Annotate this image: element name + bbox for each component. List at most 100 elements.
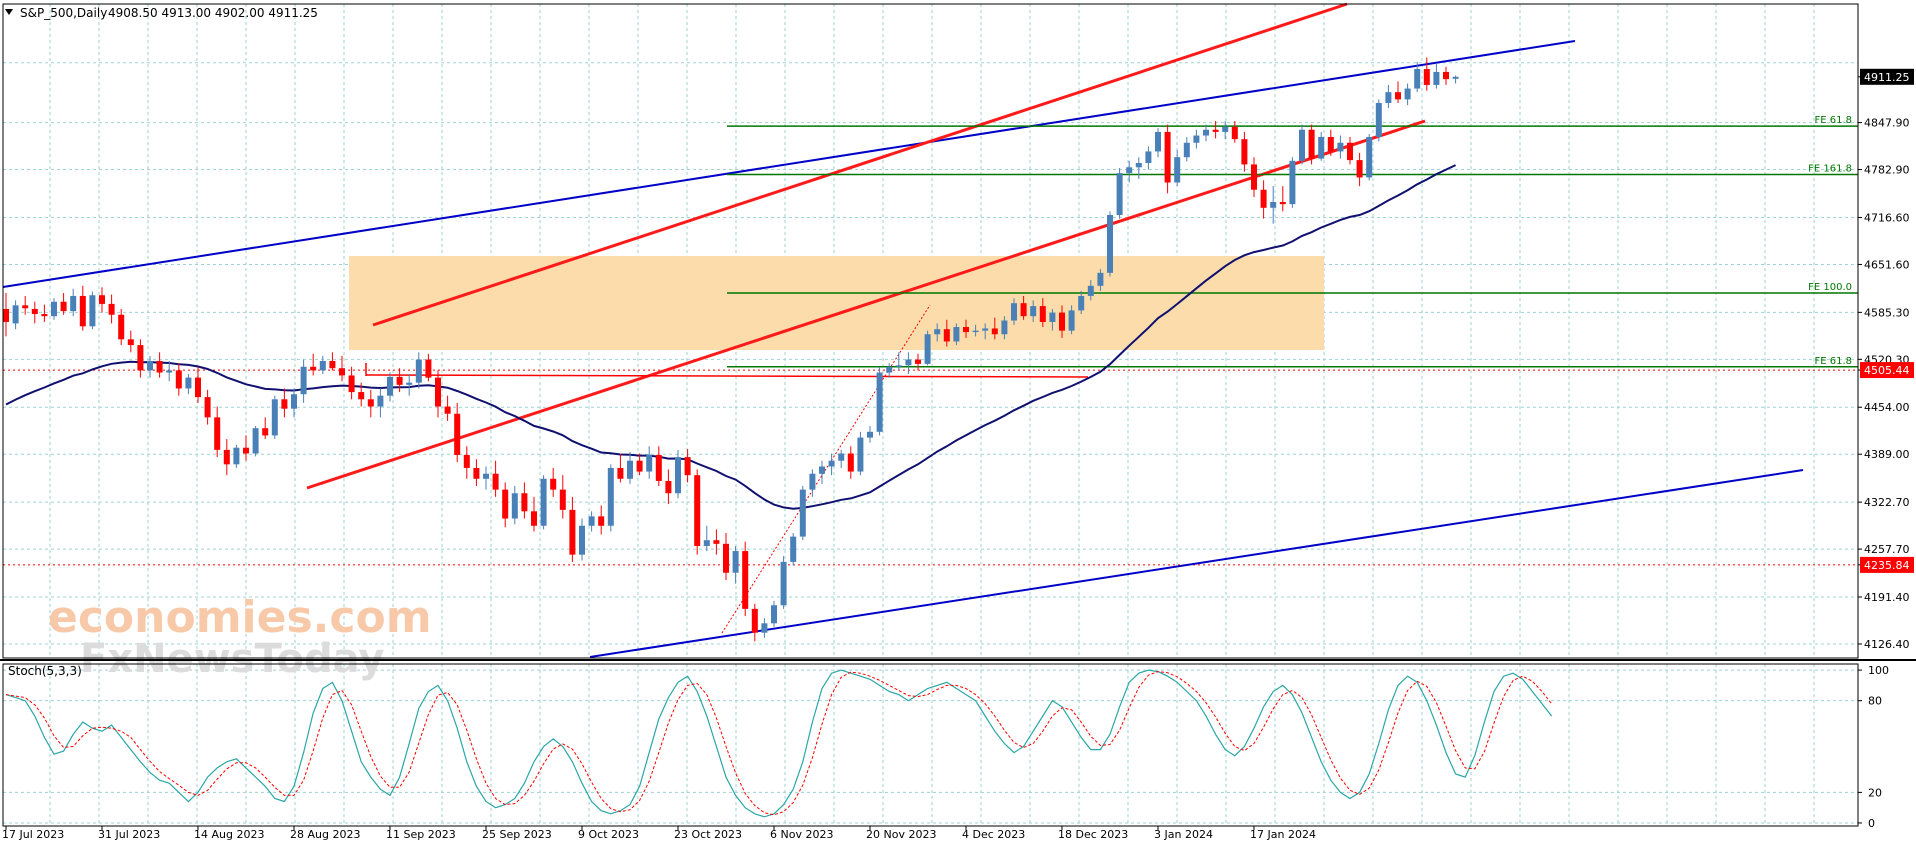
candle [492,460,499,497]
candle [1174,149,1181,187]
candle-body [51,301,57,317]
price-tick-label: 4911.25 [1864,71,1910,84]
candle [617,453,624,483]
date-tick-label: 11 Sep 2023 [386,828,456,840]
candle [108,294,115,324]
candle-body [396,376,403,385]
candle-body [732,551,739,573]
candle [1366,134,1373,181]
candle-body [175,370,182,389]
candle-body [819,466,825,474]
candle-body [1289,160,1296,205]
candle [1260,180,1267,219]
candle-body [924,334,931,364]
candle [223,439,230,476]
candle-body [118,314,125,340]
candle-body [953,327,960,342]
price-tick-label: 4191.40 [1864,591,1910,604]
candle [41,304,48,322]
candle-body [22,305,29,309]
price-tick-label: 4505.44 [1864,364,1910,377]
candle-body [1116,173,1123,216]
candle-body [1135,162,1142,168]
candle [1097,269,1104,291]
candle-body [895,365,902,367]
candle-body [185,377,192,389]
candle [780,556,787,609]
candle-body [857,437,864,472]
date-tick-label: 4 Dec 2023 [962,828,1025,840]
candle-body [915,359,921,364]
symbol-label: S&P_500,Daily [20,6,107,20]
candle-body [1356,160,1363,178]
candle-body [579,525,585,555]
candle [723,532,729,580]
candle-body [70,295,77,312]
candle-body [1327,136,1334,152]
price-overlays: FE 61.8 FE 161.8 FE 100.0 FE 61.8 [2,2,1858,658]
date-tick-label: 20 Nov 2023 [866,828,936,840]
candle-body [1443,71,1449,80]
candle-body [99,295,105,304]
candle [147,355,153,378]
stochastic-tick-label: 80 [1868,695,1882,708]
candle [1337,135,1344,159]
date-tick-label: 14 Aug 2023 [194,828,264,840]
candle [1289,157,1296,208]
candle-body [1279,202,1286,205]
candle [972,324,979,337]
candle-body [1270,202,1277,208]
candle [367,389,374,418]
candle [559,475,566,519]
candle [675,449,681,499]
stochastic-title: Stoch(5,3,3) [8,664,82,678]
candle [1414,61,1421,93]
candle [1212,121,1219,139]
candle-body [492,473,499,490]
price-tick-label: 4235.84 [1864,559,1910,572]
date-tick-label: 23 Oct 2023 [674,828,742,840]
candle-body [1087,285,1094,296]
price-tick-label: 4126.40 [1864,638,1910,651]
level-badge [1860,362,1914,379]
date-axis: 17 Jul 2023 31 Jul 2023 14 Aug 2023 28 Aug … [2,826,1316,841]
candle-body [703,540,710,546]
candle [377,388,384,418]
candle [127,330,134,353]
candle-body [838,453,845,461]
stochastic-tick-label: 20 [1868,786,1882,799]
triangle-down-icon[interactable] [5,9,13,15]
candle-body [1260,189,1267,208]
candle [300,359,307,403]
candle-body [406,382,413,385]
candle-body [876,372,883,432]
candle [934,323,941,342]
candle [1356,152,1363,187]
candle [627,452,633,484]
candle-body [847,453,854,472]
candle [646,446,653,479]
candle [348,366,355,400]
ohlc-values: 4908.50 4913.00 4902.00 4911.25 [108,6,318,20]
candle [521,482,528,519]
candle-body [665,480,672,494]
candle [1001,316,1008,340]
date-tick-label: 9 Oct 2023 [578,828,639,840]
candle [281,388,288,418]
candle-body [367,399,374,407]
candle-body [214,417,221,450]
date-tick-label: 25 Sep 2023 [482,828,552,840]
candle-body [1231,126,1238,140]
candle-body [156,360,163,373]
candle [579,518,585,561]
candle [876,366,883,436]
stochastic-panel-border [2,663,1859,827]
candle-body [358,392,365,400]
candle [137,339,144,378]
candle-body [991,328,998,335]
candle [406,373,413,396]
candle [771,600,777,627]
